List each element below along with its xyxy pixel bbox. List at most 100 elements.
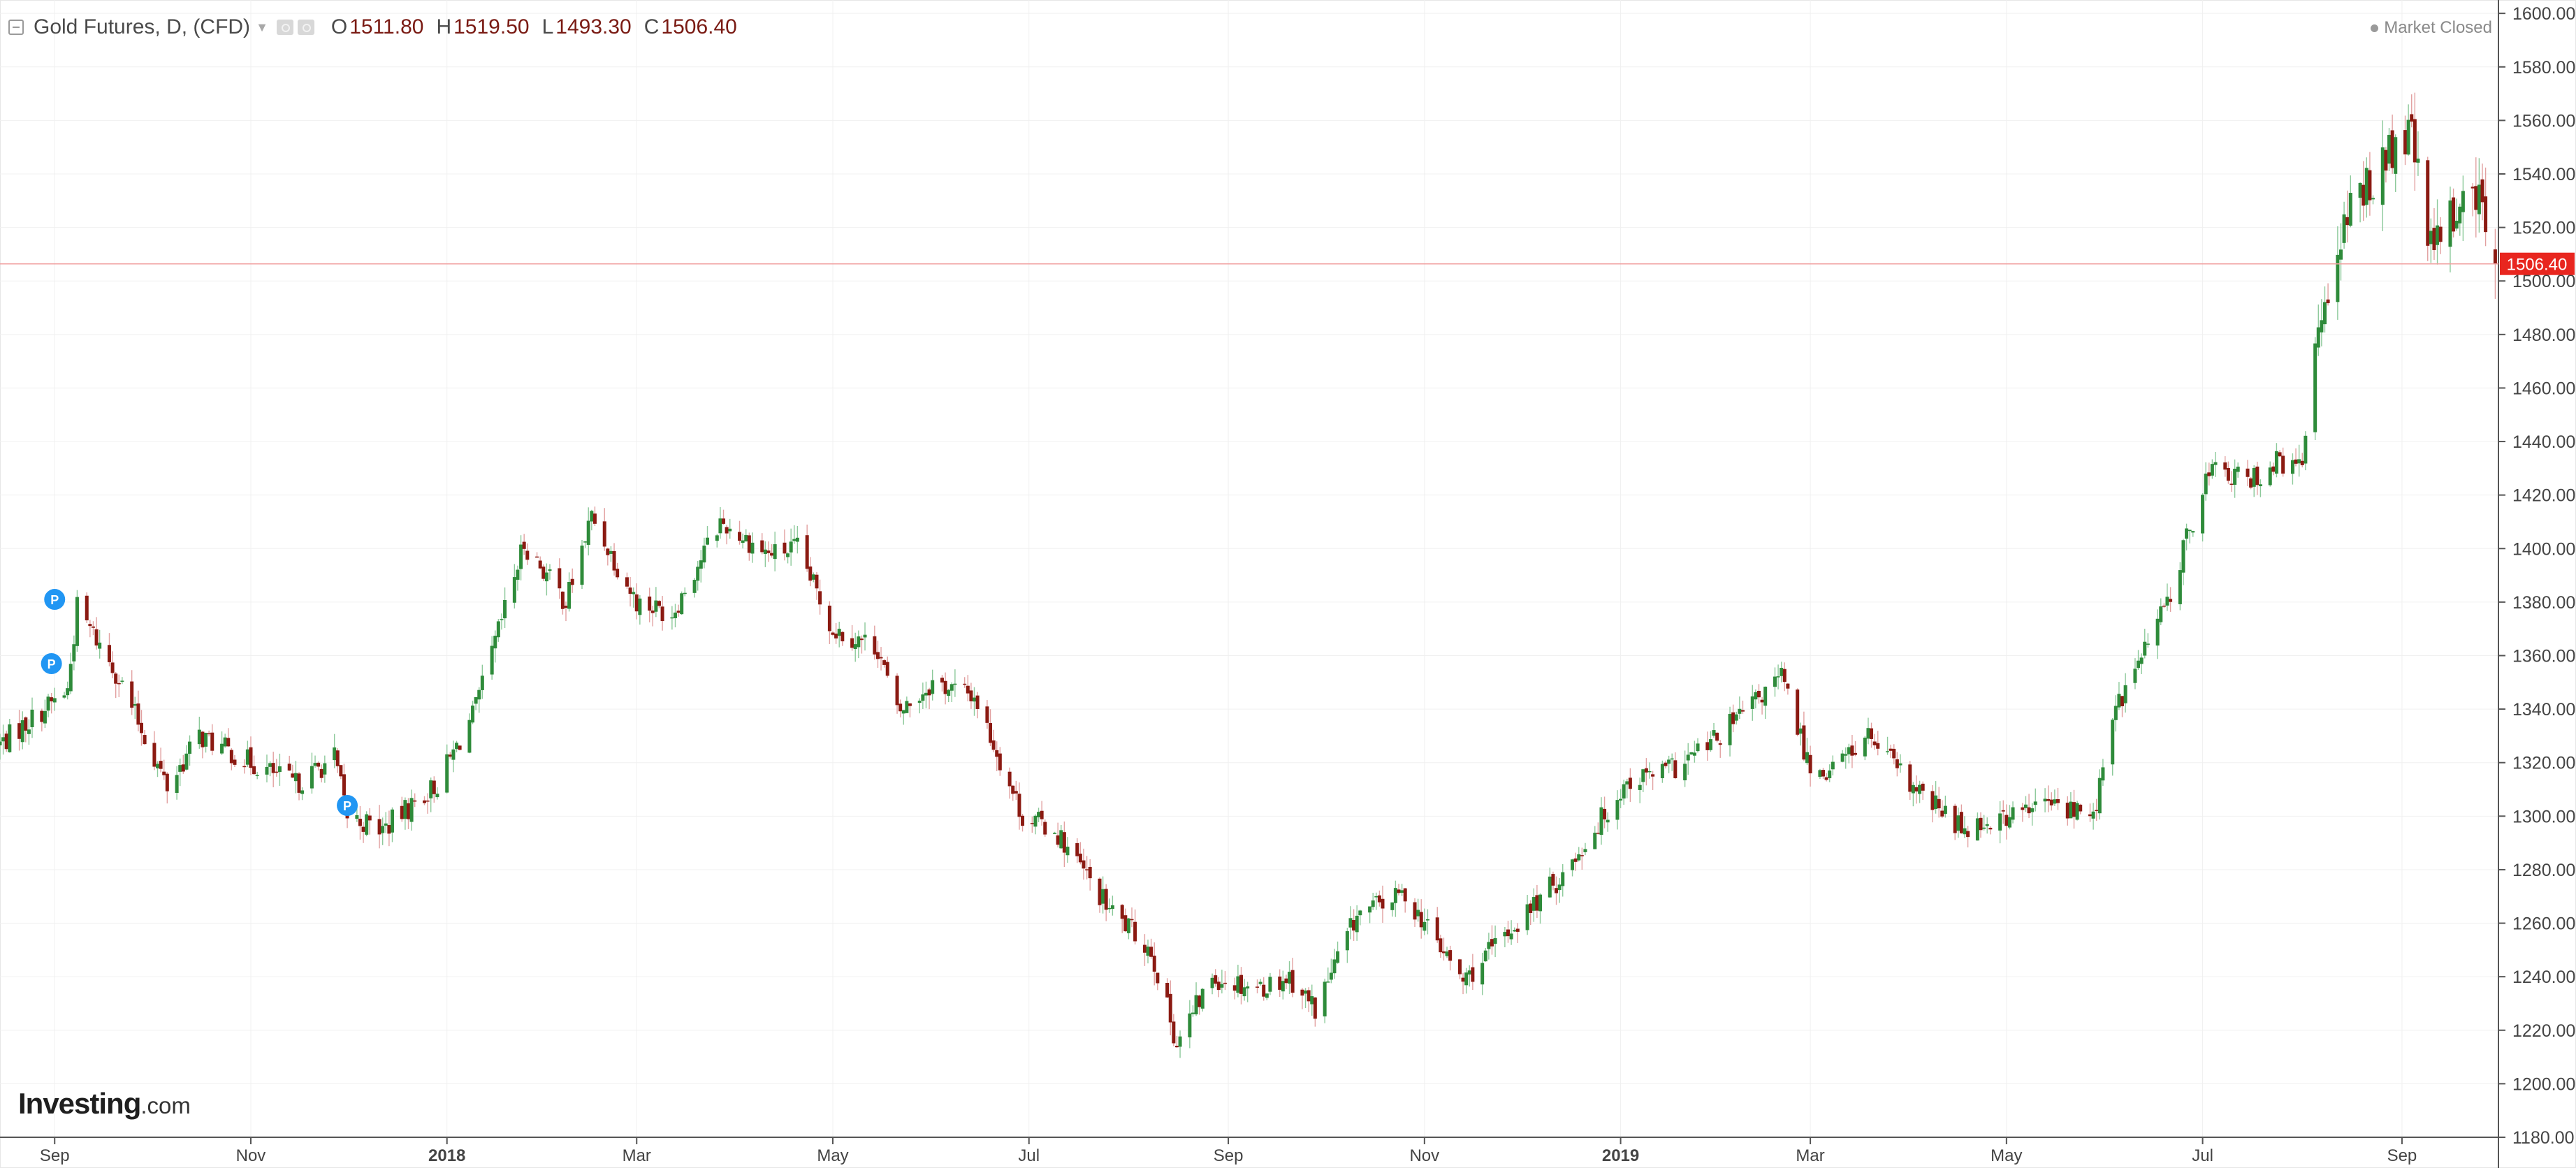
candle-body xyxy=(895,676,899,706)
candle-up xyxy=(1615,790,1620,830)
candle-body xyxy=(2384,149,2388,171)
candle-body xyxy=(503,599,507,619)
candle-body xyxy=(432,780,436,794)
event-pin-icon[interactable]: P xyxy=(337,795,358,817)
candle-body xyxy=(1844,754,1848,756)
candle-up xyxy=(2416,131,2420,176)
candle-down xyxy=(766,541,771,562)
collapse-icon[interactable] xyxy=(8,20,24,35)
gear-icon[interactable] xyxy=(297,20,314,35)
candle-down xyxy=(2055,787,2060,810)
candle-down xyxy=(831,631,835,636)
candle-body xyxy=(2065,803,2069,819)
candle-body xyxy=(728,528,732,532)
candle-down xyxy=(1043,819,1047,837)
candle-body xyxy=(850,638,854,648)
candle-body xyxy=(2452,197,2456,232)
candle-body xyxy=(1718,743,1722,745)
candle-body xyxy=(2246,468,2250,477)
candle-up xyxy=(8,719,12,753)
candle-body xyxy=(1348,918,1353,928)
candle-up xyxy=(2113,695,2118,732)
y-tick-label: 1240.00 xyxy=(2512,968,2575,987)
candle-body xyxy=(943,680,947,694)
candle-body xyxy=(233,759,237,765)
candle-up xyxy=(2111,717,2115,776)
candle-body xyxy=(2185,528,2189,539)
event-pin-icon[interactable]: P xyxy=(44,589,66,611)
candle-up xyxy=(188,735,192,766)
event-pin-icon[interactable]: P xyxy=(41,652,62,674)
candle-body xyxy=(2191,531,2195,533)
candle-down xyxy=(2021,803,2025,822)
candle-body xyxy=(1670,758,1674,760)
candle-up xyxy=(1998,801,2002,844)
candle-body xyxy=(638,598,642,615)
candle-body xyxy=(2345,217,2350,226)
candle-down xyxy=(2300,453,2304,468)
candle-down xyxy=(458,745,462,751)
close-label: C xyxy=(643,15,660,38)
candle-body xyxy=(1930,791,1935,810)
candle-body xyxy=(1374,896,1378,898)
candle-up xyxy=(2274,443,2278,478)
candle-down xyxy=(110,651,115,678)
candle-up xyxy=(1503,926,1507,948)
candle-body xyxy=(1824,777,1828,780)
candle-body xyxy=(917,701,922,703)
candle-up xyxy=(2069,791,2073,819)
candle-up xyxy=(1696,738,1700,753)
candle-up xyxy=(516,565,520,591)
candle-body xyxy=(2001,810,2005,812)
candle-body xyxy=(88,624,92,627)
candle-body xyxy=(1416,910,1420,917)
candle-up xyxy=(2290,453,2294,485)
chevron-down-icon[interactable]: ▼ xyxy=(256,20,268,34)
candle-body xyxy=(2471,187,2475,189)
settings-icon[interactable] xyxy=(276,20,293,35)
candle-up xyxy=(2342,201,2346,249)
symbol-title[interactable]: Gold Futures, D, (CFD) xyxy=(34,15,251,38)
candle-body xyxy=(2426,160,2430,246)
candle-body xyxy=(467,720,472,753)
candle-body xyxy=(2159,606,2163,622)
candle-body xyxy=(558,568,562,589)
candle-up xyxy=(2204,462,2208,501)
candle-body xyxy=(1876,743,1880,749)
candle-body xyxy=(265,766,269,775)
candle-body xyxy=(1712,730,1716,736)
candle-down xyxy=(602,508,606,551)
candle-down xyxy=(940,675,944,692)
candle-body xyxy=(406,803,410,819)
candle-body xyxy=(1728,713,1732,745)
candle-body xyxy=(1808,754,1812,774)
high-value: 1519.50 xyxy=(453,15,530,38)
candle-body xyxy=(1345,930,1349,951)
candle-body xyxy=(1731,712,1735,724)
candle-body xyxy=(471,706,475,723)
candle-up xyxy=(857,630,861,659)
candle-body xyxy=(1673,760,1678,778)
candle-body xyxy=(606,548,610,555)
candle-body xyxy=(2448,200,2452,247)
candle-body xyxy=(616,569,620,578)
candle-up xyxy=(1728,706,1732,757)
candle-body xyxy=(683,592,687,594)
candle-body xyxy=(1371,900,1375,907)
candle-down xyxy=(1988,826,1993,835)
candle-up xyxy=(75,590,79,652)
candle-down xyxy=(2368,152,2372,216)
candle-body xyxy=(140,722,144,733)
candle-down xyxy=(252,755,256,775)
candle-body xyxy=(535,556,539,558)
candle-body xyxy=(1889,748,1893,751)
candle-body xyxy=(0,741,2,745)
candle-up xyxy=(381,817,385,845)
candle-body xyxy=(110,662,115,673)
candle-down xyxy=(1821,768,1826,780)
candle-up xyxy=(1593,826,1597,849)
candle-body xyxy=(1104,889,1108,910)
candle-body xyxy=(1194,995,1198,1015)
